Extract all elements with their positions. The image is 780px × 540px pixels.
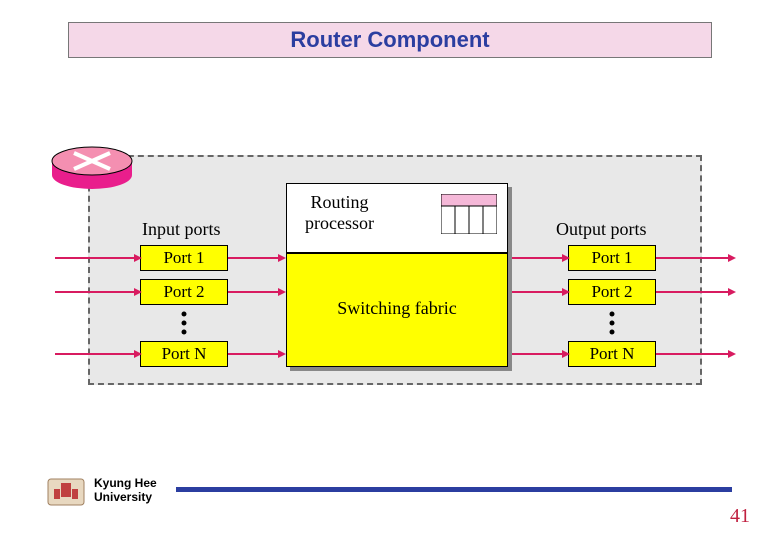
router-icon [48, 145, 136, 193]
footer-university-name: Kyung Hee University [94, 476, 157, 505]
university-logo [46, 477, 86, 507]
title-bar: Router Component [68, 22, 712, 58]
diagram-arrows [60, 157, 734, 387]
footer-divider [176, 487, 732, 492]
router-diagram: Input ports Output ports Port 1 Port 2 P… [88, 155, 702, 385]
footer-line1: Kyung Hee [94, 476, 157, 490]
footer-line2: University [94, 490, 157, 504]
page-number: 41 [730, 505, 750, 528]
slide-title: Router Component [290, 27, 489, 53]
